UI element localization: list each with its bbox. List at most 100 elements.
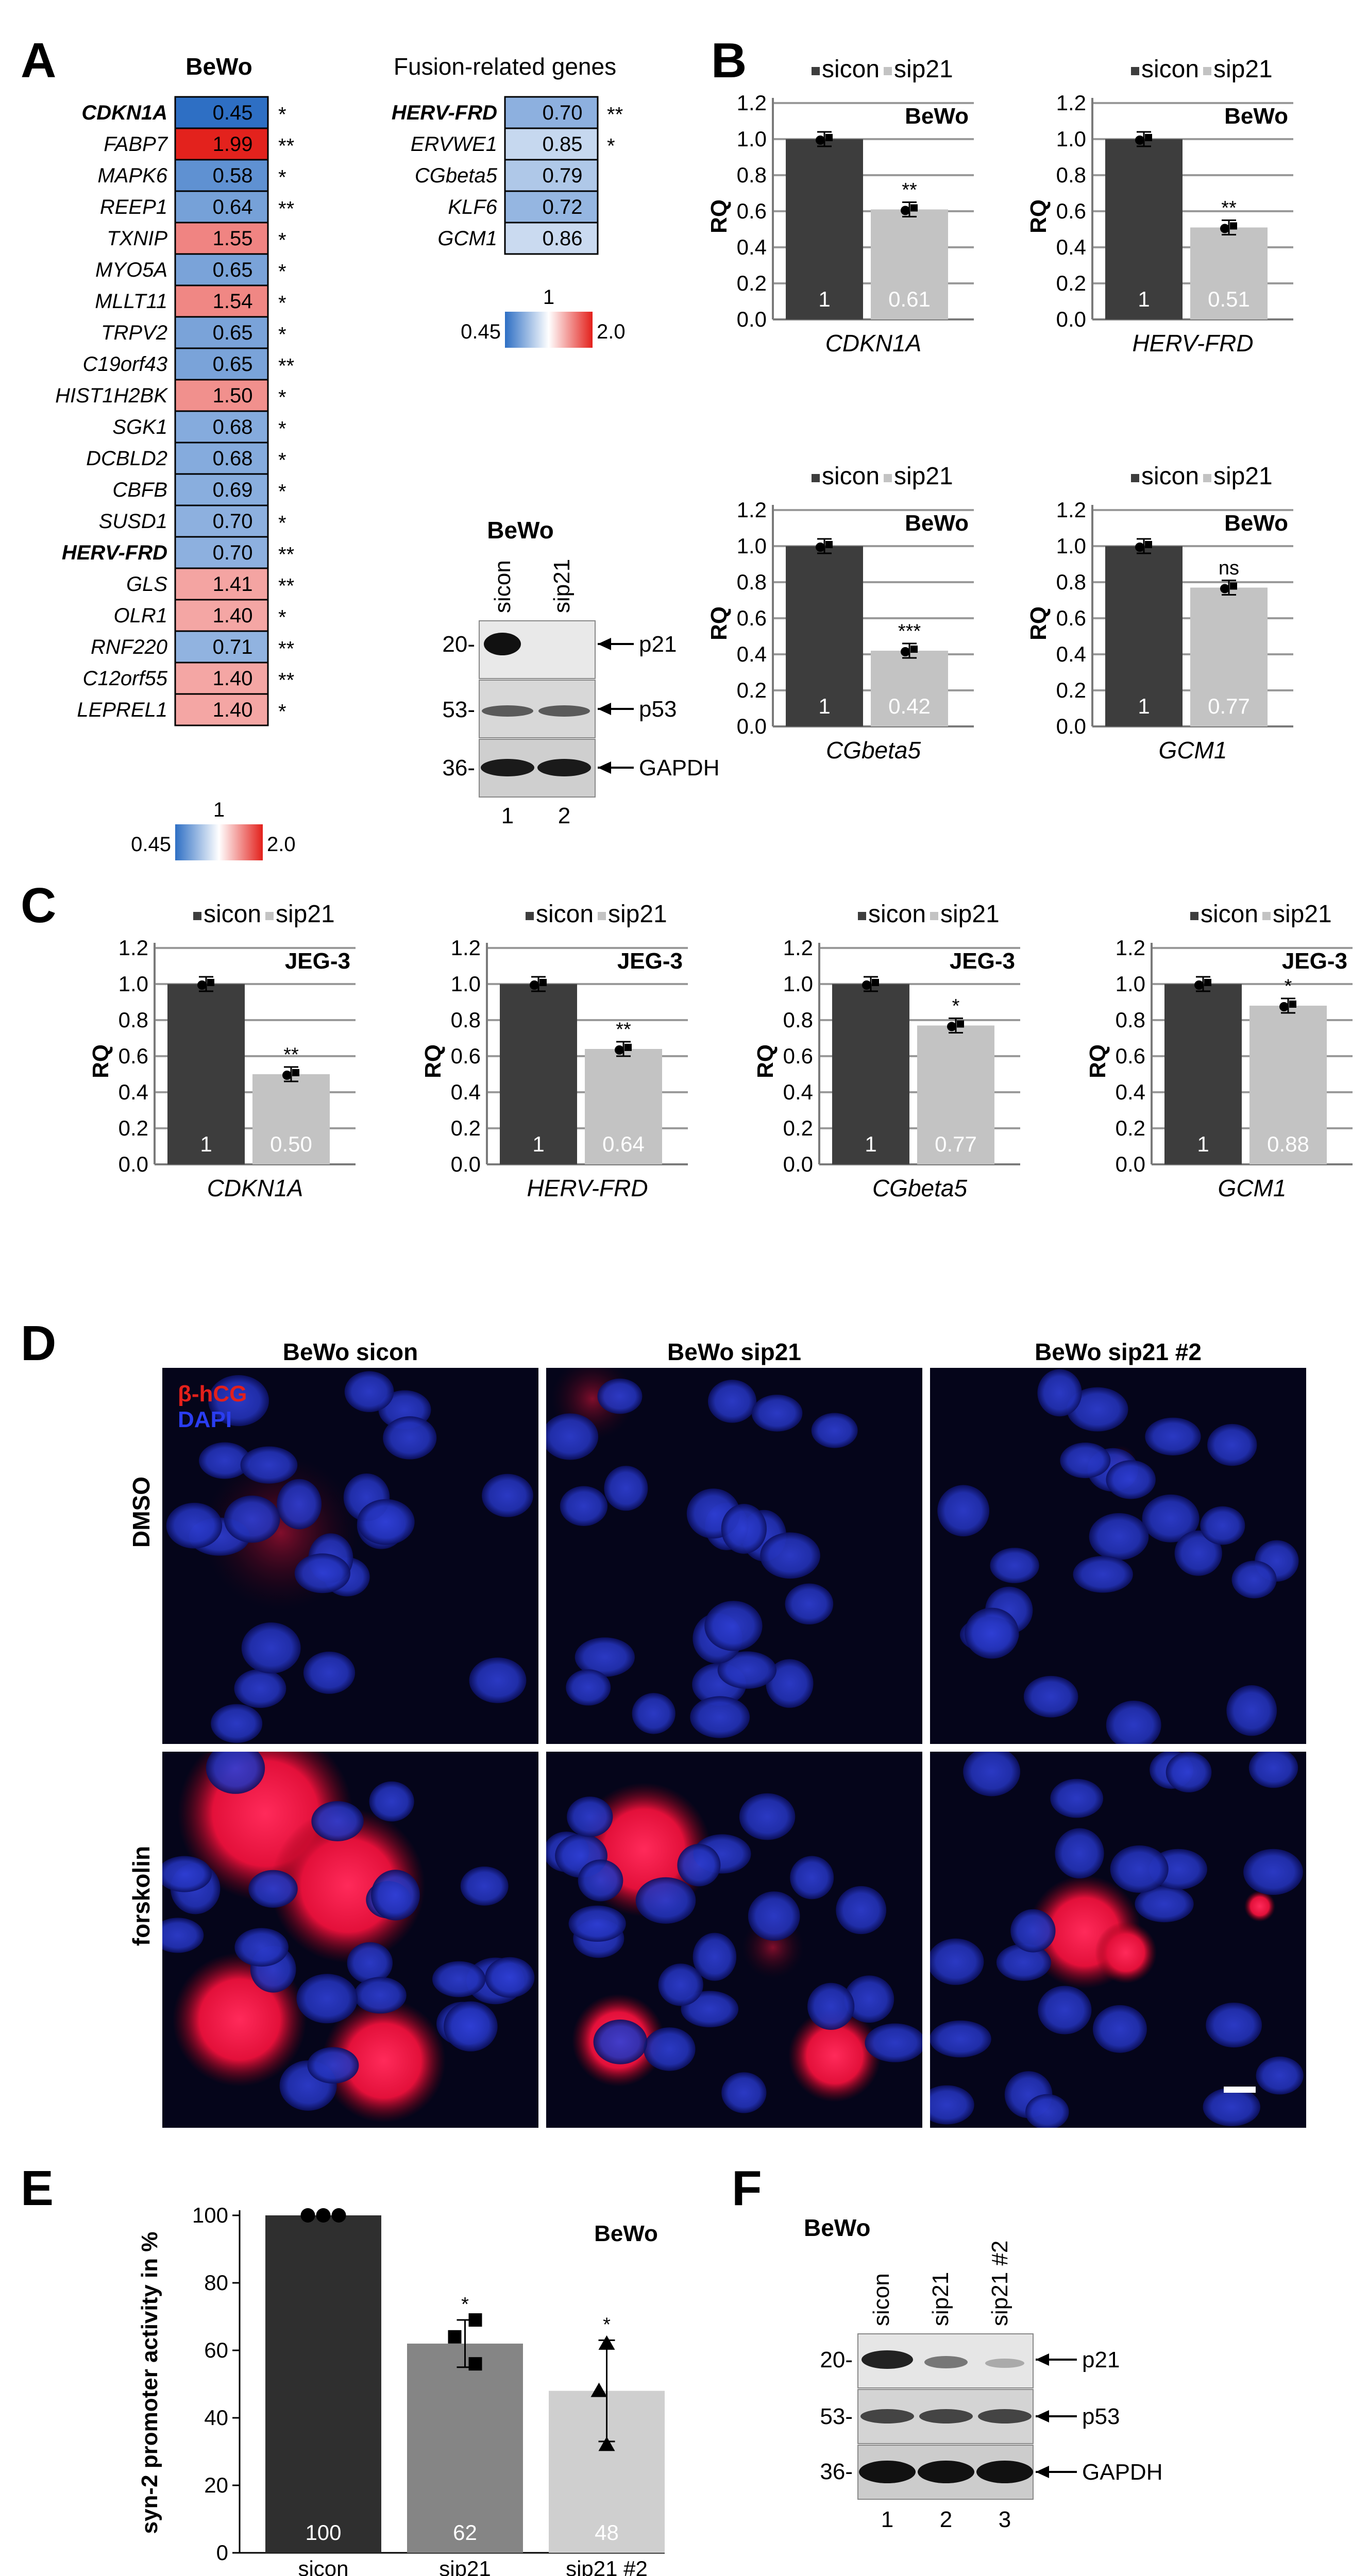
bar-value-label: 0.88 [1267,1132,1309,1156]
y-tick-label: 1.2 [737,91,767,115]
y-tick-label: 0.4 [737,642,767,666]
dapi-nucleus [234,1669,286,1708]
heatmap-cell [174,567,269,601]
y-tick-label: 0.0 [1116,1152,1145,1176]
bar-chart-c3: sicon sip21 0.0 0.2 0.4 0.6 0.8 1.0 1.2 RQ JEG-3 1 0… [1085,901,1353,1201]
significance-label: * [278,481,286,503]
y-tick-label: 1.2 [119,936,148,960]
micro-content [930,1752,1304,2128]
hcg-signal [271,1808,425,1963]
panel-e-chart: 0 20 40 60 80 100 syn-2 promoter activity in %… [137,2203,665,2576]
bar-chart-b3: sicon sip21 0.0 0.2 0.4 0.6 0.8 1.0 1.2 RQ BeWo 1 0.… [1026,463,1293,764]
dapi-nucleus [1067,1387,1128,1432]
y-tick-label: 60 [204,2338,228,2362]
dapi-nucleus [307,2047,359,2084]
significance-label: ** [616,1019,631,1041]
dapi-nucleus [1037,1369,1082,1417]
data-point [816,543,825,552]
blot-band [978,2409,1032,2424]
dapi-nucleus [296,1974,358,2024]
y-tick-label: 0.0 [1056,714,1086,738]
y-tick-label: 0.8 [451,1008,481,1032]
data-point [1145,134,1152,141]
significance-label: * [278,166,286,189]
dapi-nucleus [751,1395,803,1432]
significance-label: ** [278,198,294,221]
heatmap-cell [174,630,269,664]
heatmap-value: 0.68 [213,447,253,470]
blot-marker: 36- [442,755,475,781]
data-point [1220,584,1229,594]
dapi-nucleus [1231,1561,1277,1599]
data-point [615,1045,624,1055]
bar-sip21 [1190,587,1268,726]
y-tick-label: 1.0 [1056,127,1086,151]
dapi-nucleus [766,1659,814,1708]
x-gene-label: HERV-FRD [527,1175,648,1201]
y-axis-label: RQ [753,1044,778,1078]
y-tick-label: 0.8 [119,1008,148,1032]
data-point [207,979,214,986]
dapi-nucleus [707,1380,757,1423]
cell-line-label: JEG-3 [950,948,1015,974]
y-tick-label: 0.6 [783,1044,813,1068]
bar-value-label: 0.64 [602,1132,645,1156]
blot-lane-number: 1 [881,2507,893,2532]
dapi-nucleus [1174,1530,1222,1576]
heatmap-gene-label: CGbeta5 [415,164,498,187]
micro-column-title: BeWo sicon [283,1338,418,1365]
bar-value-label: 0.50 [270,1132,312,1156]
heatmap-gene-label: C12orf55 [82,667,167,690]
blot-band [919,2409,973,2424]
western-blot-a: BeWo sicon sip21 20- 53- 36- p21 p53 GAP… [442,517,719,828]
legend-label: sip21 [1273,901,1332,928]
dapi-nucleus [224,1495,280,1543]
y-tick-label: 1.2 [783,936,813,960]
bar-chart-c0: sicon sip21 0.0 0.2 0.4 0.6 0.8 1.0 1.2 RQ JEG-3 1 0… [88,901,356,1201]
micro-tile [546,1368,922,1744]
bar-chart-b1: sicon sip21 0.0 0.2 0.4 0.6 0.8 1.0 1.2 RQ BeWo 1 0.… [1026,56,1293,357]
legend-swatch-sicon [812,474,820,482]
y-tick-label: 0.8 [783,1008,813,1032]
y-tick-label: 1.2 [737,498,767,522]
legend-label: sicon [204,901,261,928]
bar-sip21 [1249,1006,1327,1164]
bar-sip21 [585,1049,662,1164]
heatmap-value: 0.65 [213,353,253,376]
significance-label: * [278,418,286,440]
heatmap-cell [174,253,269,286]
y-tick-label: 100 [192,2203,228,2227]
data-point [910,646,918,653]
dapi-nucleus [1207,1423,1257,1466]
blot-protein: GAPDH [639,755,719,781]
dapi-nucleus [937,1485,990,1537]
bar-sicon [1164,984,1242,1164]
dapi-nucleus [721,1504,767,1554]
legend-label: sicon [536,901,594,928]
heatmap-gene-label: GLS [126,573,167,596]
blot-f-title: BeWo [804,2214,871,2241]
data-point [901,647,910,656]
heatmap-cell [174,599,269,632]
bar-sip21 [917,1025,994,1164]
blot-protein: p21 [1082,2347,1120,2372]
dapi-nucleus [836,1886,887,1935]
dapi-nucleus [566,1669,611,1706]
data-point [468,2357,482,2371]
bar-sicon [1105,139,1183,319]
arrow-head-icon [598,761,611,774]
legend-label: sicon [868,901,926,928]
heatmap-gene-label: HERV-FRD [392,101,497,124]
heatmap-value: 1.41 [213,573,253,596]
dapi-nucleus [344,1371,394,1412]
scale-bar [1224,2087,1256,2093]
dapi-nucleus [578,1859,623,1902]
heatmap-value: 0.45 [213,101,253,124]
cell-line-label: BeWo [905,511,969,536]
heatmap-gene-label: MLLT11 [95,290,167,313]
dapi-nucleus [658,1963,703,2006]
dapi-nucleus [963,1752,1021,1797]
legend-swatch-sip21 [1203,67,1211,75]
cell-line-label: BeWo [1224,511,1288,536]
y-tick-label: 0.2 [1056,271,1086,295]
